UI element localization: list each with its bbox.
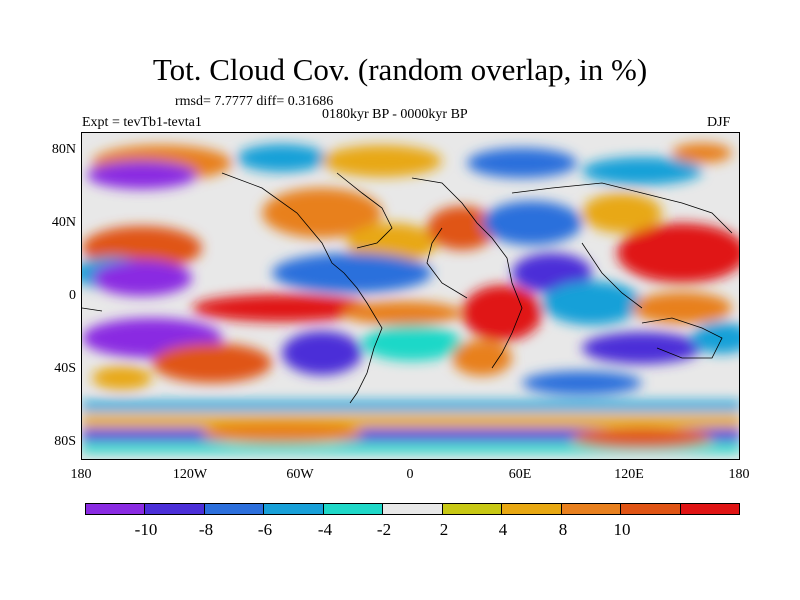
lat-tick-80n: 80N [51, 142, 76, 157]
colorbar-label: -4 [317, 520, 333, 539]
stats-label: rmsd= 7.7777 diff= 0.31686 [175, 94, 334, 109]
colorbar-box [680, 504, 739, 514]
colorbar-label: -8 [198, 520, 214, 539]
experiment-label: Expt = tevTb1-tevta1 [82, 115, 202, 130]
season-label: DJF [707, 115, 731, 130]
lon-tick-120w: 120W [172, 467, 208, 482]
colorbar-label: 4 [498, 520, 508, 539]
colorbar-box [86, 504, 146, 514]
lat-tick-40s: 40S [54, 361, 76, 376]
lon-tick-180e: 180 [728, 467, 750, 482]
map-panel [81, 132, 740, 460]
lat-tick-80s: 80S [54, 434, 76, 449]
lon-tick-60e: 60E [508, 467, 532, 482]
colorbar-label: 10 [613, 520, 631, 539]
coastlines [82, 172, 733, 404]
lon-tick-120e: 120E [614, 467, 644, 482]
colorbar-label: -10 [134, 520, 158, 539]
colorbar-box [145, 504, 205, 514]
lon-tick-180w: 180 [70, 467, 92, 482]
lat-tick-0: 0 [69, 288, 76, 303]
colorbar-label: 2 [439, 520, 449, 539]
colorbar-label: -2 [376, 520, 392, 539]
colorbar-box [204, 504, 265, 514]
colorbar-label: 8 [558, 520, 568, 539]
anomaly-field [82, 133, 739, 459]
colorbar-box [323, 504, 384, 514]
period-label: 0180kyr BP - 0000kyr BP [322, 107, 468, 122]
colorbar [85, 503, 740, 515]
colorbar-box [502, 504, 562, 514]
plot-title: Tot. Cloud Cov. (random overlap, in %) [152, 52, 648, 87]
colorbar-box [264, 504, 324, 514]
lon-tick-60w: 60W [286, 467, 314, 482]
colorbar-box [442, 504, 503, 514]
lat-tick-40n: 40N [51, 215, 76, 230]
colorbar-box [561, 504, 622, 514]
colorbar-box [621, 504, 681, 514]
colorbar-label: -6 [257, 520, 273, 539]
lon-tick-0: 0 [406, 467, 414, 482]
colorbar-box [383, 504, 443, 514]
